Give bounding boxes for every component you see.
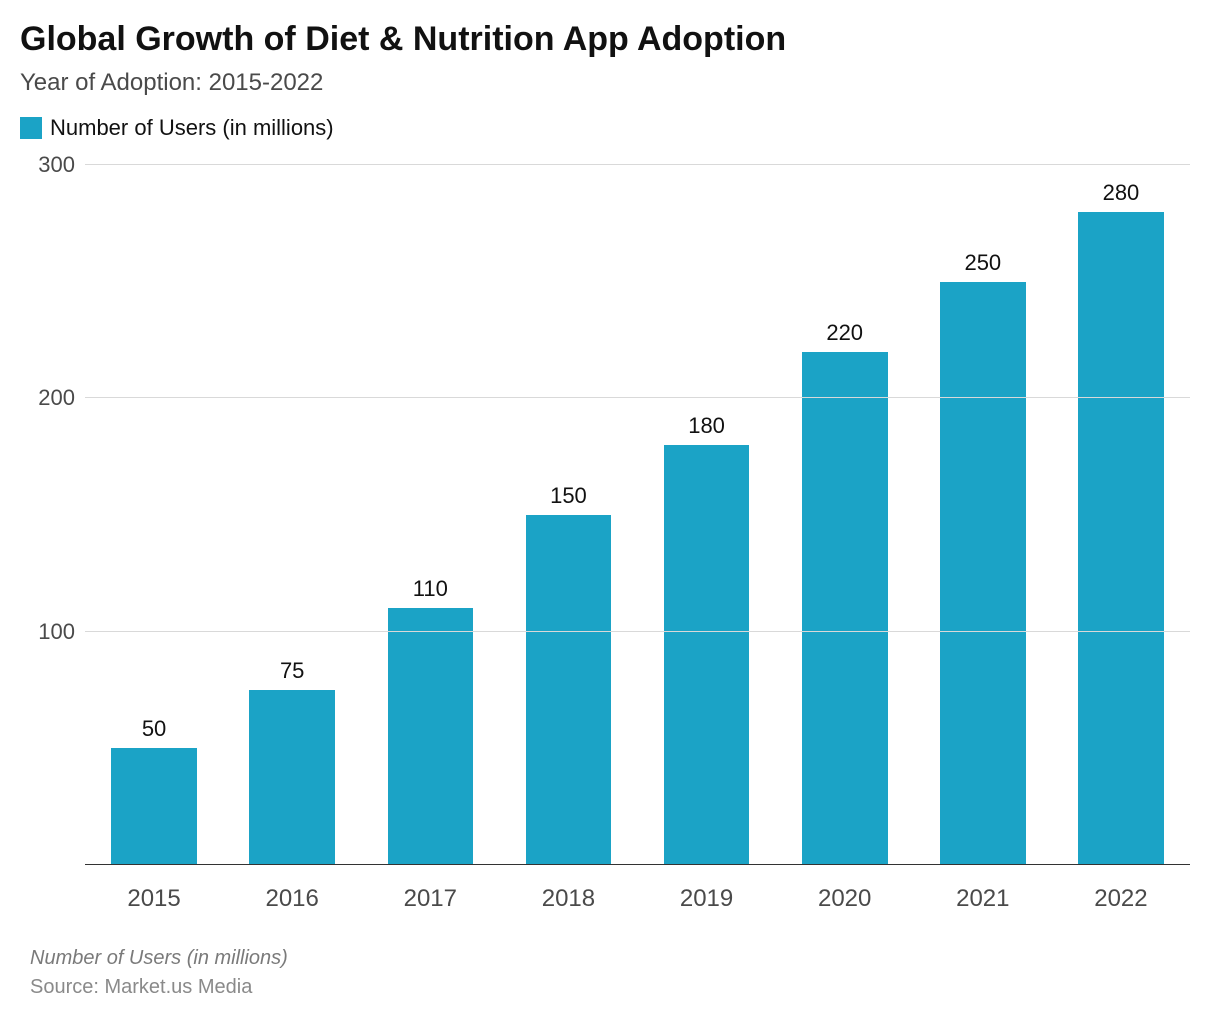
bar-slot: 75 (223, 658, 361, 865)
ytick-label: 300 (30, 152, 75, 178)
chart-footer: Number of Users (in millions) Source: Ma… (30, 947, 1190, 999)
bar-value-label: 150 (550, 483, 587, 509)
bar-slot: 250 (914, 250, 1052, 865)
bar-value-label: 75 (280, 658, 304, 684)
bar (940, 282, 1026, 865)
grid-line (85, 631, 1190, 632)
xtick-label: 2022 (1052, 885, 1190, 913)
bar (111, 748, 197, 865)
legend: Number of Users (in millions) (20, 115, 1190, 141)
x-axis-line (85, 864, 1190, 865)
bar (664, 445, 750, 865)
chart-title: Global Growth of Diet & Nutrition App Ad… (20, 20, 1190, 59)
xtick-label: 2018 (499, 885, 637, 913)
bar-value-label: 220 (826, 320, 863, 346)
bar (802, 352, 888, 865)
xtick-label: 2019 (638, 885, 776, 913)
bar-value-label: 110 (413, 576, 448, 602)
bar-value-label: 180 (688, 413, 725, 439)
bar (1078, 212, 1164, 865)
bar-value-label: 280 (1103, 180, 1140, 206)
xtick-label: 2021 (914, 885, 1052, 913)
legend-swatch (20, 117, 42, 139)
xtick-label: 2016 (223, 885, 361, 913)
footnote: Number of Users (in millions) (30, 947, 1190, 970)
bar (388, 608, 474, 865)
bar-value-label: 250 (964, 250, 1001, 276)
grid-line (85, 164, 1190, 165)
xtick-label: 2017 (361, 885, 499, 913)
bar-slot: 110 (361, 576, 499, 865)
xtick-row: 20152016201720182019202020212022 (85, 885, 1190, 913)
legend-label: Number of Users (in millions) (50, 115, 334, 141)
bar (526, 515, 612, 865)
grid-line (85, 397, 1190, 398)
bar-slot: 220 (776, 320, 914, 865)
xtick-label: 2020 (776, 885, 914, 913)
bars-row: 50 75 110 150 180 220 250 280 (85, 165, 1190, 865)
bar-slot: 150 (499, 483, 637, 865)
plot-area: 5075110150180220250280 100200300 (30, 165, 1190, 865)
bar-slot: 280 (1052, 180, 1190, 865)
bar (249, 690, 335, 865)
bar-slot: 180 (638, 413, 776, 865)
chart-subtitle: Year of Adoption: 2015-2022 (20, 69, 1190, 97)
ytick-label: 200 (30, 385, 75, 411)
bar-slot: 50 (85, 716, 223, 865)
source: Source: Market.us Media (30, 976, 1190, 999)
chart-container: Global Growth of Diet & Nutrition App Ad… (0, 0, 1220, 1019)
xtick-label: 2015 (85, 885, 223, 913)
ytick-label: 100 (30, 619, 75, 645)
bar-value-label: 50 (142, 716, 166, 742)
